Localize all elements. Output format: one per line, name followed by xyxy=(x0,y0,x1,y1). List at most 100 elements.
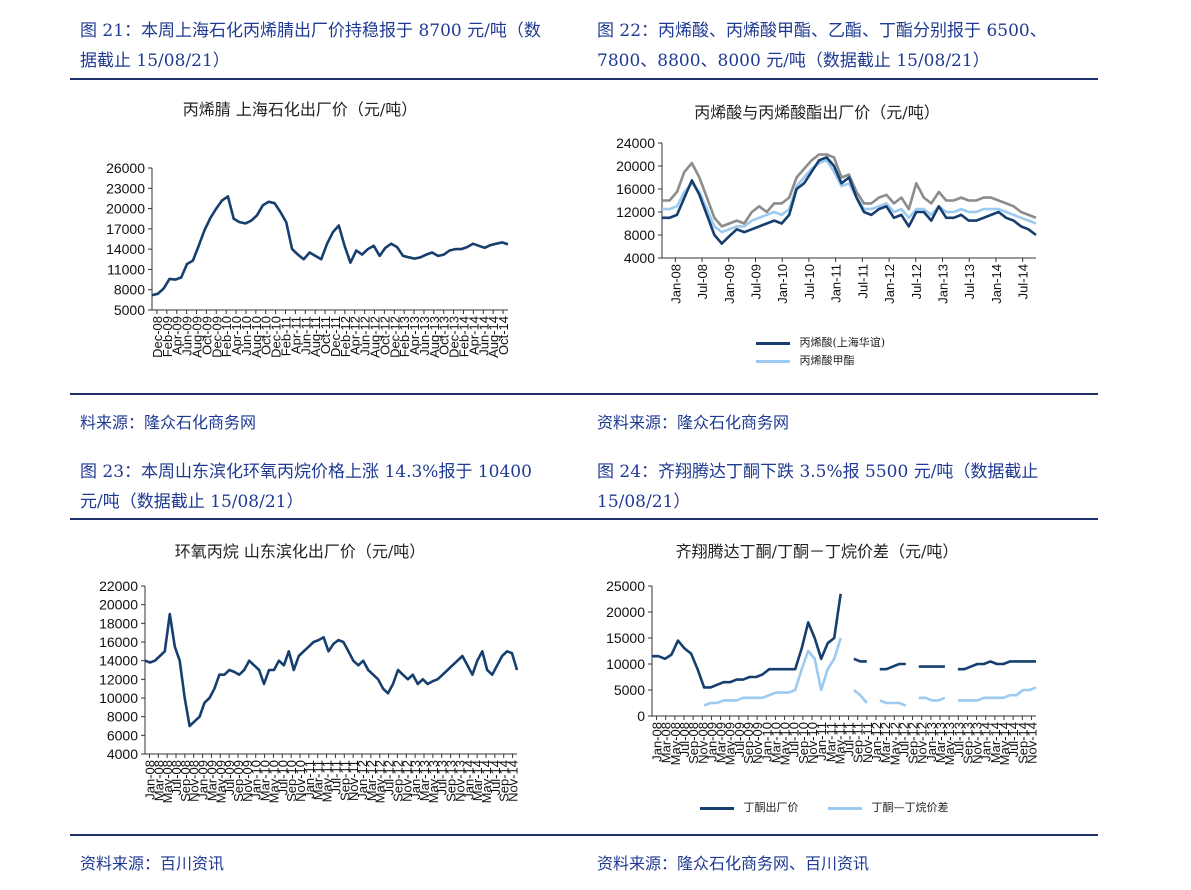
x-tick-label: Jan-13 xyxy=(408,760,423,800)
bottom-rule xyxy=(70,834,1098,836)
chart-22-title: 丙烯酸与丙烯酸酯出厂价（元/吨） xyxy=(694,103,940,122)
x-tick-label: Jan-10 xyxy=(759,722,774,762)
figure-21-source: 料来源：隆众石化商务网 xyxy=(80,413,257,432)
x-tick-label: Jan-14 xyxy=(989,264,1004,304)
x-tick-label: Oct-10 xyxy=(259,316,274,355)
x-tick-label: Mar-09 xyxy=(714,722,729,763)
chart-23-title: 环氧丙烷 山东滨化出厂价（元/吨） xyxy=(174,542,426,561)
x-tick-label: Mar-13 xyxy=(933,722,948,763)
x-tick-label: Dec-11 xyxy=(328,316,343,357)
y-tick-label: 25000 xyxy=(606,578,645,594)
x-tick-label: Nov-08 xyxy=(187,760,202,802)
series-line xyxy=(662,153,1037,228)
x-tick-label: Jul-11 xyxy=(855,264,870,298)
x-tick-label: Jul-10 xyxy=(275,760,290,795)
x-tick-label: Feb-12 xyxy=(338,316,353,357)
x-tick-label: Jul-10 xyxy=(787,722,802,757)
x-tick-label: Feb-11 xyxy=(279,316,294,356)
x-tick-label: Jan-14 xyxy=(461,760,476,800)
x-tick-label: Aug-12 xyxy=(368,316,383,358)
chart-21: 5000 8000 11000 14000 17000 20000 23000 26000 De… xyxy=(106,160,511,358)
x-tick-label: May-08 xyxy=(668,722,683,765)
x-tick-label: Jul-10 xyxy=(802,264,817,299)
x-tick-label: Jul-14 xyxy=(488,760,503,795)
x-tick-label: Nov-10 xyxy=(293,760,308,802)
x-tick-label: Nov-12 xyxy=(399,760,414,802)
x-tick-label: May-14 xyxy=(479,760,494,803)
x-tick-label: Jan-13 xyxy=(936,264,951,304)
x-tick-label: Jun-14 xyxy=(476,316,491,356)
x-tick-label: Jul-12 xyxy=(909,264,924,299)
x-tick-label: Nov-14 xyxy=(1024,722,1039,764)
x-tick-label: Mar-14 xyxy=(470,760,485,801)
y-tick-label: 4000 xyxy=(624,250,655,266)
x-tick-label: Jul-09 xyxy=(222,760,237,795)
x-tick-label: May-11 xyxy=(320,760,335,802)
figure-22-title: 图 22：丙烯酸、丙烯酸甲酯、乙酯、丁酯分别报于 6500、7800、8800、… xyxy=(597,21,1047,71)
y-tick-label: 11000 xyxy=(107,261,145,277)
x-tick-label: Apr-14 xyxy=(466,316,481,355)
x-tick-label: Jan-12 xyxy=(882,264,897,304)
x-tick-label: Jan-09 xyxy=(704,722,719,762)
x-tick-label: May-12 xyxy=(887,722,902,765)
x-tick-label: Sep-10 xyxy=(796,722,811,764)
y-tick-label: 0 xyxy=(637,708,645,724)
y-tick-label: 23000 xyxy=(106,180,145,196)
x-tick-label: Oct-14 xyxy=(496,316,511,355)
legend-label: 丁酮—丁烷价差 xyxy=(871,801,949,814)
x-tick-label: Aug-13 xyxy=(427,316,442,358)
x-tick-label: Jul-09 xyxy=(749,264,764,299)
x-tick-label: Apr-13 xyxy=(407,316,422,355)
x-tick-label: Feb-14 xyxy=(457,316,472,357)
x-tick-label: Apr-09 xyxy=(170,316,185,355)
x-tick-label: Sep-11 xyxy=(851,722,866,763)
x-tick-label: Feb-13 xyxy=(397,316,412,357)
x-tick-label: Dec-12 xyxy=(387,316,402,358)
figure-23-title: 图 23：本周山东滨化环氧丙烷价格上涨 14.3%报于 10400 元/吨（数据… xyxy=(80,462,532,512)
y-tick-label: 22000 xyxy=(99,578,138,594)
x-tick-label: Jul-13 xyxy=(962,264,977,299)
y-tick-label: 20000 xyxy=(99,597,138,613)
legend-swatch xyxy=(828,806,862,810)
series-line xyxy=(662,159,1037,234)
x-tick-label: Mar-14 xyxy=(988,722,1003,763)
legend-swatch xyxy=(700,806,734,810)
x-tick-label: Jul-14 xyxy=(1016,264,1031,299)
x-tick-label: May-13 xyxy=(942,722,957,765)
x-tick-label: Jun-11 xyxy=(298,316,313,355)
x-tick-label: Nov-08 xyxy=(695,722,710,764)
x-tick-label: Mar-13 xyxy=(417,760,432,801)
y-tick-label: 16000 xyxy=(616,181,655,197)
chart-24-legend-item: 丁酮—丁烷价差 xyxy=(828,799,949,815)
series-line xyxy=(703,637,1037,707)
x-tick-label: Jan-13 xyxy=(924,722,939,762)
x-tick-label: Jan-11 xyxy=(302,760,317,799)
figure-21-title: 图 21：本周上海石化丙烯腈出厂价持稳报于 8700 元/吨（数据截止 15/0… xyxy=(80,21,541,71)
chart-24-title: 齐翔腾达丁酮/丁酮－丁烷价差（元/吨） xyxy=(675,542,959,561)
x-tick-label: Jul-08 xyxy=(677,722,692,757)
x-tick-label: Nov-11 xyxy=(346,760,361,801)
x-tick-label: Mar-10 xyxy=(768,722,783,763)
x-tick-label: Jul-14 xyxy=(1006,722,1021,757)
series-line xyxy=(151,195,509,297)
x-tick-label: Mar-11 xyxy=(823,722,838,762)
x-tick-label: Mar-11 xyxy=(311,760,326,800)
y-tick-label: 12000 xyxy=(99,671,138,687)
x-tick-label: Sep-14 xyxy=(1015,722,1030,764)
x-tick-label: Jan-09 xyxy=(722,264,737,304)
x-tick-label: Sep-08 xyxy=(178,760,193,802)
y-tick-label: 20000 xyxy=(106,201,145,217)
x-tick-label: Jan-10 xyxy=(775,264,790,304)
series-line xyxy=(662,156,1037,245)
legend-label: 丙烯酸(上海华谊) xyxy=(799,336,886,349)
y-tick-label: 16000 xyxy=(99,634,138,650)
x-tick-label: Jan-10 xyxy=(249,760,264,800)
x-tick-label: May-12 xyxy=(373,760,388,803)
x-tick-label: Dec-13 xyxy=(447,316,462,358)
x-tick-label: May-09 xyxy=(213,760,228,803)
y-tick-label: 14000 xyxy=(99,653,138,669)
x-tick-label: Oct-09 xyxy=(199,316,214,355)
legend-swatch xyxy=(756,359,790,363)
x-tick-label: Dec-10 xyxy=(269,316,284,358)
x-tick-label: Mar-12 xyxy=(878,722,893,763)
